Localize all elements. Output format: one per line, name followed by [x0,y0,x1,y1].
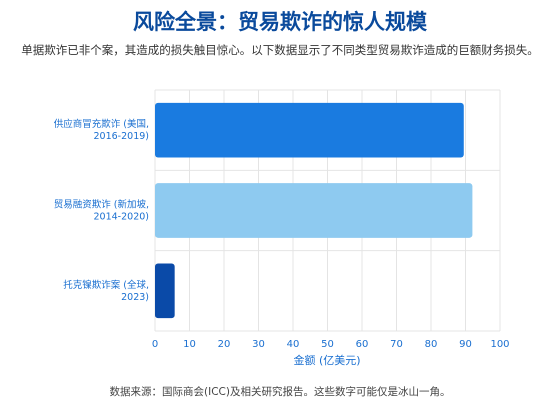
page-title: 风险全景：贸易欺诈的惊人规模 [133,10,427,34]
x-tick-label-6: 60 [356,339,369,350]
page-subtitle: 单据欺诈已非个案，其造成的损失触目惊心。以下数据显示了不同类型贸易欺诈造成的巨额… [21,43,539,57]
bar-0 [155,102,464,158]
x-tick-label-2: 20 [218,339,231,350]
x-tick-label-4: 40 [287,339,300,350]
x-axis-ticks: 0 10 20 30 40 50 60 70 80 90 100 [152,339,510,350]
data-source-note: 数据来源：国际商会(ICC)及相关研究报告。这些数字可能仅是冰山一角。 [109,386,451,398]
category-label-2: 托克镍欺诈案 (全球, 2023) [63,279,149,303]
x-tick-label-7: 70 [390,339,403,350]
x-tick-label-0: 0 [152,339,158,350]
category-label-1: 贸易融资欺诈 (新加坡, 2014-2020) [54,199,149,223]
bar-1 [155,183,473,238]
bars [155,102,473,319]
category-label-0: 供应商冒充欺诈 (美国, 2016-2019) [54,118,149,142]
x-tick-label-8: 80 [425,339,438,350]
y-axis-labels: 供应商冒充欺诈 (美国, 2016-2019) 贸易融资欺诈 (新加坡, 2014-2… [54,118,149,303]
x-axis-label: 金额 (亿美元) [293,353,360,367]
x-tick-label-9: 90 [459,339,472,350]
bar-2 [155,263,175,319]
x-tick-label-1: 10 [183,339,196,350]
x-tick-label-3: 30 [252,339,265,350]
x-tick-label-5: 50 [321,339,334,350]
x-tick-label-10: 100 [490,339,509,350]
